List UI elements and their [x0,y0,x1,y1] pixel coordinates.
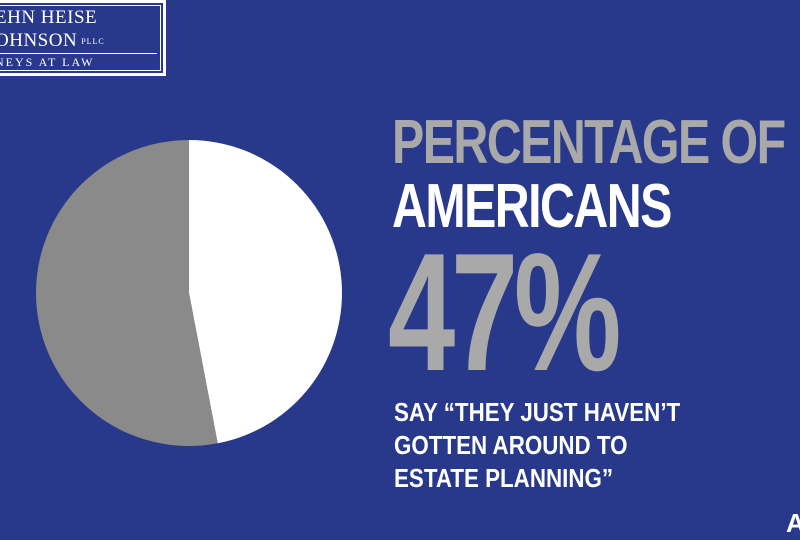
logo-name-line2-text: OHNSON [0,30,78,51]
pie-slice-1 [189,140,343,444]
logo-name-line1: EHN HEISE [0,7,98,28]
caption: SAY “THEY JUST HAVEN’T GOTTEN AROUND TO … [394,396,680,495]
corner-text: A [786,508,800,538]
headline-line1: PERCENTAGE OF [392,108,786,177]
logo-tagline: NEYS AT LAW [0,55,95,69]
pie-slices [36,140,343,446]
logo-name-line2: OHNSON PLLC [0,30,105,52]
headline-line2: AMERICANS [392,172,672,241]
firm-logo: EHN HEISE OHNSON PLLC NEYS AT LAW [0,0,166,76]
logo-divider [0,53,157,54]
logo-pllc: PLLC [81,37,105,47]
headline-percentage: 47% [388,218,621,406]
caption-line3: ESTATE PLANNING” [394,463,614,493]
caption-line2: GOTTEN AROUND TO [394,430,628,460]
pie-slice-2 [36,140,218,446]
pie-chart [36,140,343,446]
caption-line1: SAY “THEY JUST HAVEN’T [394,397,681,427]
logo-frame [0,5,161,71]
